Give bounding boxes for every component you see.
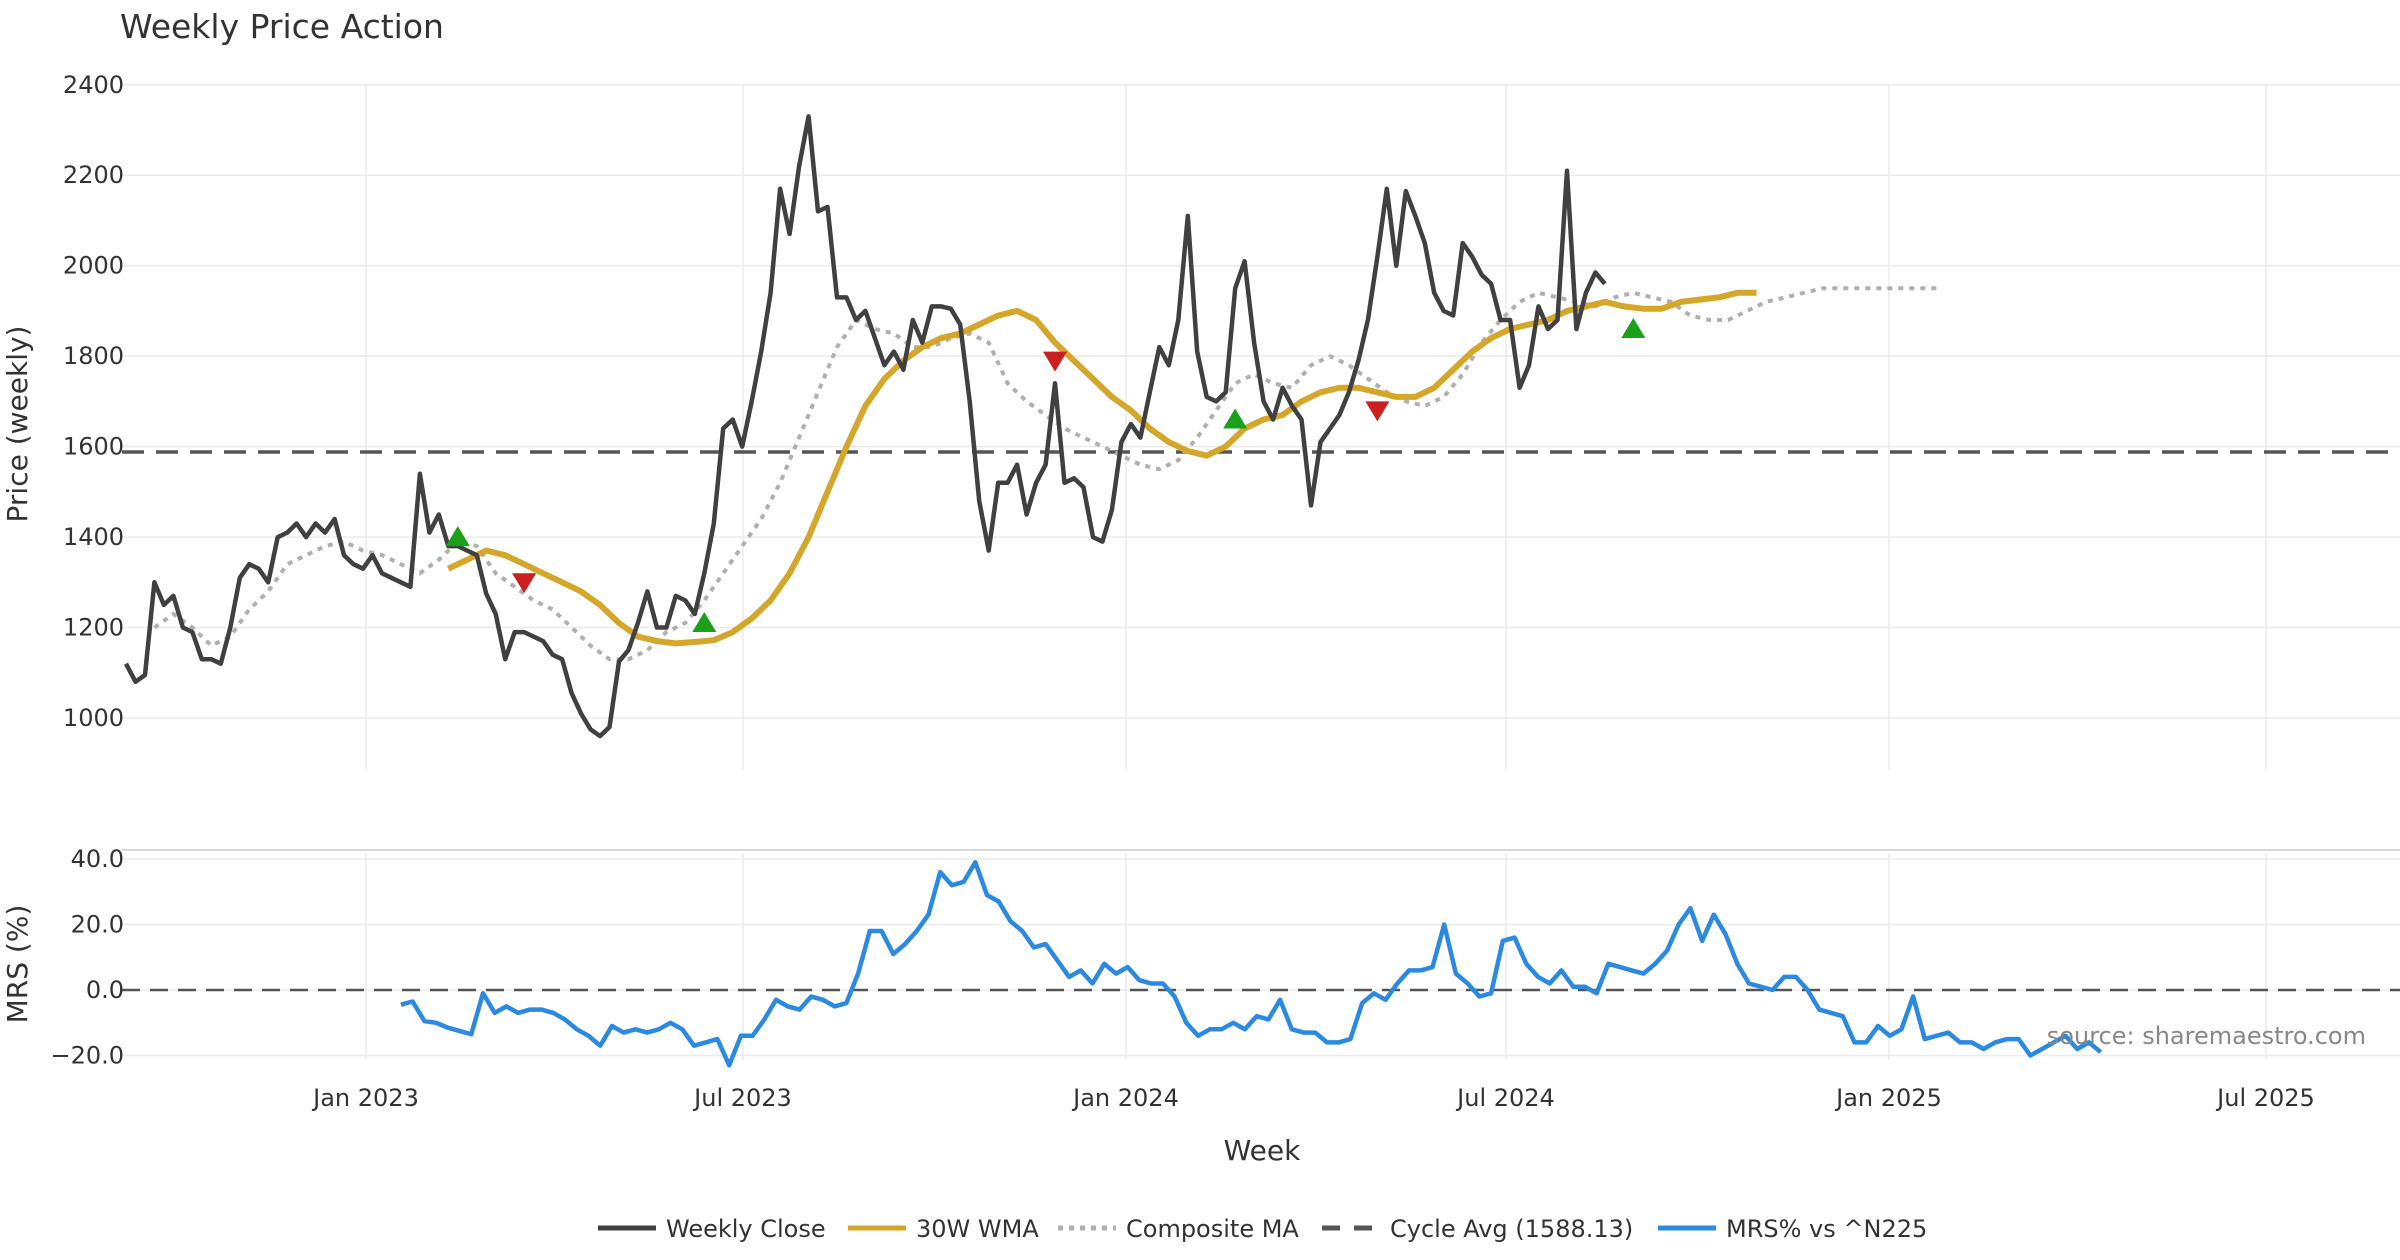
x-tick-label: Jan 2024: [1071, 1084, 1179, 1112]
legend: Weekly Close 30W WMA Composite MA Cycle Avg…: [598, 1215, 1927, 1243]
buy-signal-marker: [692, 612, 717, 633]
price-y-tick-label: 1400: [63, 523, 124, 551]
legend-label: MRS% vs ^N225: [1726, 1215, 1927, 1243]
price-y-axis-title: Price (weekly): [1, 326, 34, 523]
buy-signal-marker: [1621, 318, 1646, 339]
mrs-y-axis: −20.0 0.0 20.0 40.0: [50, 845, 124, 1070]
sell-signal-marker: [512, 573, 537, 594]
mrs-y-tick-label: 40.0: [71, 845, 124, 873]
composite-ma-line: [153, 286, 1937, 662]
legend-label: Cycle Avg (1588.13): [1390, 1215, 1633, 1243]
x-axis: Jan 2023 Jul 2023 Jan 2024 Jul 2024 Jan 2025…: [311, 1084, 2315, 1112]
price-y-tick-label: 1000: [63, 704, 124, 732]
price-y-tick-label: 2200: [63, 161, 124, 189]
mrs-y-tick-label: −20.0: [50, 1042, 124, 1070]
price-y-tick-label: 2400: [63, 71, 124, 99]
sell-signal-marker: [1365, 401, 1390, 422]
x-tick-label: Jul 2023: [692, 1084, 792, 1112]
mrs-grid: [122, 849, 2400, 1060]
buy-signal-marker: [445, 526, 470, 547]
x-tick-label: Jul 2025: [2215, 1084, 2315, 1112]
price-y-tick-label: 2000: [63, 252, 124, 280]
price-y-axis: 1000 1200 1400 1600 1800 2000 2200 2400: [63, 71, 124, 732]
price-y-tick-label: 1600: [63, 433, 124, 461]
chart-title: Weekly Price Action: [120, 7, 444, 46]
legend-label: Composite MA: [1126, 1215, 1299, 1243]
price-grid: [122, 84, 2400, 770]
price-plot: [122, 114, 2400, 739]
mrs-line: [400, 860, 2103, 1068]
mrs-y-tick-label: 0.0: [86, 976, 124, 1004]
watermark: source: sharemaestro.com: [2047, 1022, 2366, 1050]
x-axis-title: Week: [1224, 1134, 1301, 1167]
legend-label: Weekly Close: [666, 1215, 826, 1243]
wma-30w-line: [447, 289, 1757, 647]
buy-signal-marker: [1223, 408, 1248, 429]
sell-signal-marker: [1043, 351, 1068, 372]
x-tick-label: Jan 2025: [1834, 1084, 1942, 1112]
price-y-tick-label: 1800: [63, 342, 124, 370]
legend-label: 30W WMA: [916, 1215, 1039, 1243]
x-tick-label: Jul 2024: [1455, 1084, 1555, 1112]
mrs-y-tick-label: 20.0: [71, 911, 124, 939]
mrs-y-axis-title: MRS (%): [1, 905, 34, 1024]
weekly-close-line: [124, 114, 1607, 739]
x-tick-label: Jan 2023: [311, 1084, 419, 1112]
price-y-tick-label: 1200: [63, 614, 124, 642]
mrs-plot: [122, 860, 2400, 1068]
